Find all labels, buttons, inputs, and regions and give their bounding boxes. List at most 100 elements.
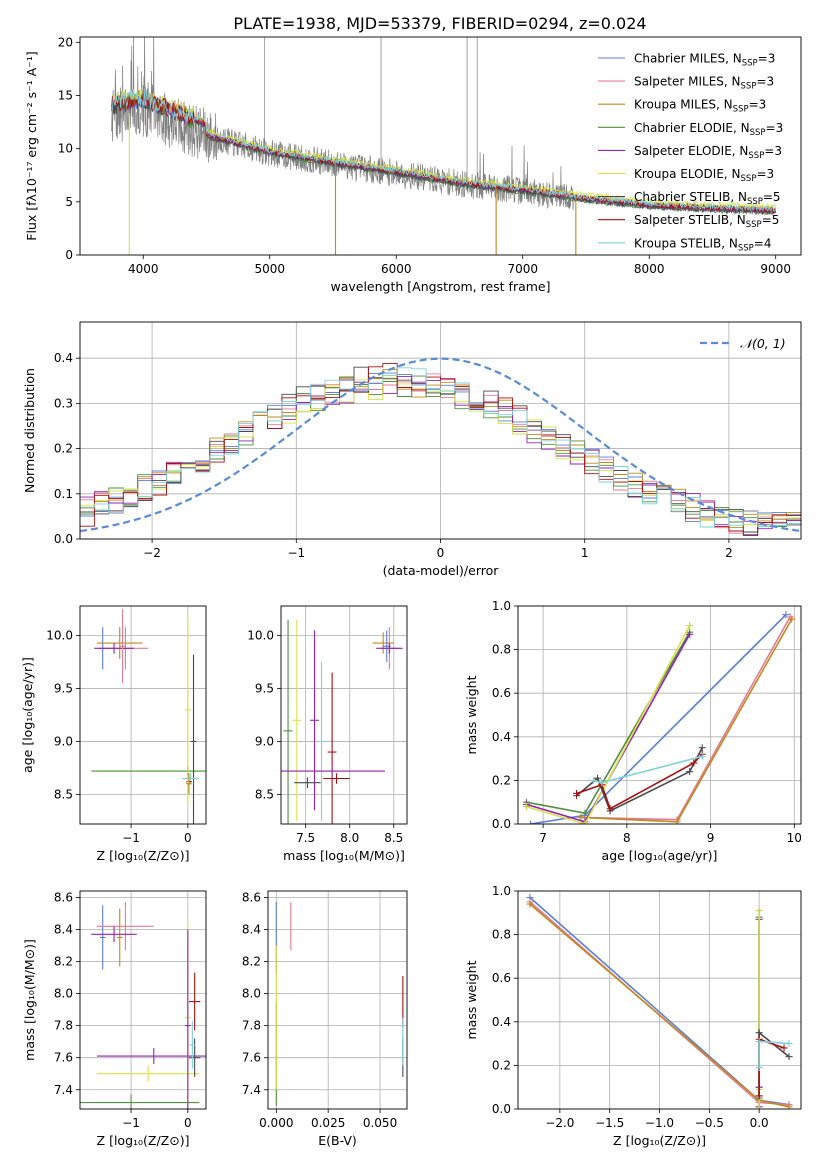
y-tick-label: 7.4 (242, 1083, 261, 1097)
y-tick-label: 8.6 (242, 890, 261, 904)
legend-entry: Salpeter ELODIE, NSSP=3 (634, 144, 782, 161)
x-tick-label: 7 (539, 831, 547, 845)
y-tick-label: 9.0 (255, 734, 274, 748)
plot-area (275, 902, 404, 1106)
legend-entry: 𝒩(0, 1) (740, 336, 786, 351)
error-point (91, 926, 137, 943)
y-tick-label: 0 (65, 248, 73, 262)
error-point (185, 929, 191, 1109)
x-tick-label: 7000 (507, 262, 538, 276)
weight-marker (690, 759, 698, 767)
plot-area (526, 894, 793, 1109)
x-axis-label: mass [log₁₀(M/M⊙)] (283, 848, 405, 863)
axes-frame (79, 321, 802, 540)
y-tick-label: 7.6 (54, 1051, 73, 1065)
y-tick-label: 10 (58, 142, 73, 156)
y-tick-label: 8.6 (54, 890, 73, 904)
panel-mass_Z: −1 0 7.4 7.6 7.8 8.0 8.2 8.4 8.6 Z [log₁₀(Z/Z⊙)] m… (22, 890, 207, 1148)
y-axis-label: Flux [fλ10⁻¹⁷ erg cm⁻² s⁻¹ A⁻¹] (24, 51, 39, 240)
error-point (283, 619, 293, 824)
legend-entry: Salpeter MILES, NSSP=3 (634, 75, 774, 92)
weight-marker (755, 1092, 763, 1100)
error-point (97, 902, 154, 951)
x-tick-label: 0.000 (259, 1116, 293, 1130)
x-tick-label: 8 (623, 831, 631, 845)
x-tick-label: 9 (707, 831, 715, 845)
error-point (80, 1094, 200, 1109)
error-point (185, 614, 191, 805)
y-axis-label: mass [log₁₀(M/M⊙)] (22, 939, 37, 1061)
x-tick-label: 1 (581, 546, 589, 560)
weight-marker (698, 744, 706, 752)
y-tick-label: 20 (58, 35, 73, 49)
x-axis-label: wavelength [Angstrom, rest frame] (330, 279, 550, 294)
x-tick-label: 0.025 (311, 1116, 345, 1130)
y-tick-label: 15 (58, 88, 73, 102)
model-spectrum-4 (111, 93, 777, 214)
x-axis-label: Z [log₁₀(Z/Z⊙)] (613, 1133, 706, 1148)
y-tick-label: 0.6 (492, 971, 511, 985)
legend: Chabrier MILES, NSSP=3 Salpeter MILES, NS… (598, 52, 783, 253)
x-tick-label: −1 (122, 831, 140, 845)
x-axis-label: E(B-V) (318, 1133, 357, 1148)
x-tick-label: −1 (287, 546, 305, 560)
x-tick-label: 0.050 (363, 1116, 397, 1130)
residual-histogram-3 (80, 375, 801, 527)
y-tick-label: 9.5 (54, 682, 73, 696)
legend-entry: Chabrier STELIB, NSSP=5 (634, 190, 781, 207)
axes-frame (79, 605, 207, 825)
weight-marker (698, 752, 706, 760)
weight-marker (526, 900, 534, 908)
weight-marker (589, 776, 597, 784)
y-tick-label: 7.4 (54, 1083, 73, 1097)
error-point (190, 654, 197, 824)
weight-marker (573, 789, 581, 797)
model-spectrum-6 (111, 93, 776, 215)
y-tick-label: 1.0 (492, 599, 511, 613)
y-tick-label: 8.4 (242, 922, 261, 936)
error-point (188, 972, 201, 1031)
y-tick-label: 0.4 (54, 351, 73, 365)
x-tick-label: −1.0 (645, 1116, 674, 1130)
residual-histogram-6 (80, 366, 801, 533)
panel-weight_age: 7 8 9 10 0.0 0.2 0.4 0.6 0.8 1.0 age [log₁₀(age/yr… (464, 599, 802, 863)
axes-frame (79, 890, 207, 1110)
legend-entry: Kroupa MILES, NSSP=3 (634, 98, 766, 115)
weight-marker (673, 818, 681, 824)
weight-marker (755, 907, 763, 915)
weight-marker (780, 1044, 788, 1052)
weight-marker (782, 611, 790, 619)
error-point (281, 765, 385, 777)
axes-frame (267, 890, 408, 1110)
weight-marker (606, 805, 614, 813)
x-tick-label: 6000 (381, 262, 412, 276)
error-point (327, 672, 337, 824)
y-tick-label: 7.8 (54, 1019, 73, 1033)
y-tick-label: 0.1 (54, 487, 73, 501)
x-tick-label: 2 (725, 546, 733, 560)
y-tick-label: 0.8 (492, 928, 511, 942)
weight-marker (785, 1053, 793, 1061)
error-point (97, 1065, 200, 1082)
error-point (323, 773, 350, 784)
x-axis-label: age [log₁₀(age/yr)] (602, 848, 718, 863)
error-point (310, 630, 319, 811)
error-point (119, 609, 126, 684)
x-tick-label: −0.5 (695, 1116, 724, 1130)
grid (281, 606, 407, 824)
x-tick-label: 0 (184, 831, 192, 845)
y-tick-label: 0.2 (492, 773, 511, 787)
panel-mass_EBV: 0.000 0.025 0.050 7.4 7.6 7.8 8.0 8.2 8.4 8.6 E(B-… (242, 890, 408, 1148)
residual-histogram-5 (80, 377, 801, 526)
error-point (97, 1048, 206, 1065)
error-point (292, 619, 302, 821)
x-tick-label: 10 (787, 831, 802, 845)
x-tick-label: −2.0 (545, 1116, 574, 1130)
x-tick-label: 8000 (634, 262, 665, 276)
x-axis-label: Z [log₁₀(Z/Z⊙)] (97, 1133, 190, 1148)
x-tick-label: 8.5 (384, 831, 403, 845)
x-tick-label: 9000 (760, 262, 791, 276)
y-tick-label: 8.4 (54, 922, 73, 936)
x-axis-label: (data-model)/error (383, 563, 500, 578)
x-tick-label: −1 (122, 1116, 140, 1130)
